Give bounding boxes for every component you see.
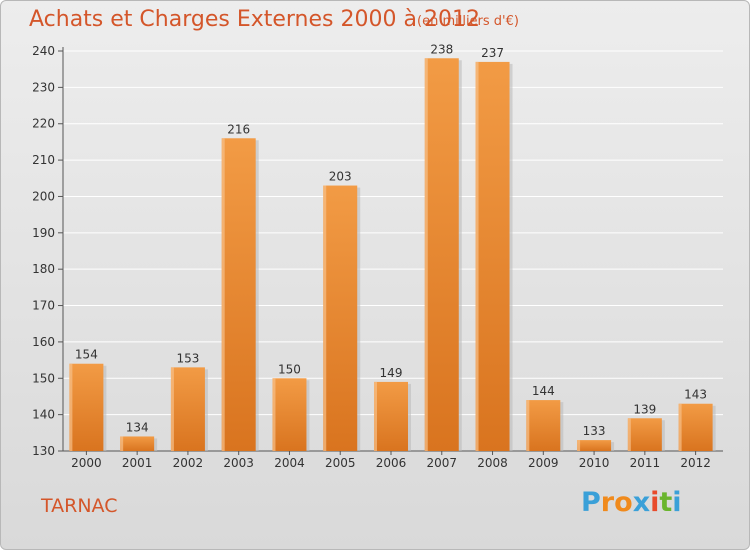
y-tick-label: 210 [32, 153, 55, 167]
y-tick-label: 230 [32, 80, 55, 94]
y-tick-label: 160 [32, 335, 55, 349]
chart-title: Achats et Charges Externes 2000 à 2012 [29, 7, 480, 32]
logo-letter: o [614, 487, 633, 518]
x-tick-label: 2008 [477, 456, 508, 470]
data-label: 153 [176, 351, 199, 365]
y-tick-label: 190 [32, 226, 55, 240]
logo-letter: i [650, 487, 660, 518]
data-label: 154 [75, 348, 98, 362]
bar [526, 400, 561, 451]
bar-highlight [120, 436, 124, 451]
bar-highlight [374, 381, 377, 451]
x-tick-label: 2003 [223, 456, 254, 470]
data-label: 133 [583, 424, 606, 438]
proxiti-logo: Proxiti [581, 487, 682, 518]
data-label: 237 [481, 46, 504, 60]
data-label: 134 [126, 420, 149, 434]
y-tick-label: 150 [32, 371, 55, 385]
bar-highlight [424, 58, 428, 451]
bar-highlight [577, 440, 581, 451]
bar-highlight [221, 138, 225, 452]
bar [170, 367, 205, 451]
x-tick-label: 2009 [528, 456, 559, 470]
bar [627, 418, 662, 451]
bar [69, 363, 104, 451]
bar [577, 440, 612, 451]
data-label: 203 [329, 170, 352, 184]
x-tick-label: 2000 [71, 456, 102, 470]
logo-letter: i [672, 487, 682, 518]
x-tick-label: 2011 [630, 456, 661, 470]
y-tick-label: 180 [32, 262, 55, 276]
bar-highlight [475, 61, 479, 452]
data-label: 139 [633, 402, 656, 416]
logo-letter: r [600, 487, 615, 518]
data-label: 150 [278, 362, 301, 376]
y-tick-label: 170 [32, 299, 55, 313]
x-tick-label: 2005 [325, 456, 356, 470]
x-tick-label: 2004 [274, 456, 305, 470]
y-tick-label: 200 [32, 189, 55, 203]
data-label: 143 [684, 388, 707, 402]
x-tick-label: 2002 [173, 456, 204, 470]
bar [272, 378, 307, 451]
bar-highlight [69, 363, 73, 451]
bar [221, 138, 256, 452]
bar-highlight [272, 378, 276, 451]
data-label: 216 [227, 122, 250, 136]
logo-letter: t [659, 487, 673, 518]
bar [678, 403, 713, 451]
y-tick-label: 240 [32, 44, 55, 58]
y-tick-label: 130 [32, 444, 55, 458]
data-label: 149 [380, 366, 403, 380]
bar [374, 381, 408, 451]
bar-highlight [678, 403, 682, 451]
data-label: 144 [532, 384, 555, 398]
data-label: 238 [430, 42, 453, 56]
bar [424, 58, 459, 451]
x-tick-label: 2012 [680, 456, 711, 470]
bar-highlight [323, 185, 327, 451]
x-tick-label: 2006 [376, 456, 407, 470]
bar [120, 436, 155, 451]
chart-subtitle: (en milliers d'€) [417, 14, 519, 29]
bar-highlight [170, 367, 174, 451]
bar [323, 185, 358, 451]
bar [475, 61, 510, 452]
logo-letter: P [581, 487, 601, 518]
x-tick-label: 2001 [122, 456, 153, 470]
x-tick-label: 2007 [426, 456, 457, 470]
y-tick-label: 220 [32, 117, 55, 131]
bar-highlight [627, 418, 631, 451]
logo-letter: x [632, 487, 651, 518]
commune-name: TARNAC [41, 495, 118, 517]
x-tick-label: 2010 [579, 456, 610, 470]
y-tick-label: 140 [32, 408, 55, 422]
bar-highlight [526, 400, 530, 451]
